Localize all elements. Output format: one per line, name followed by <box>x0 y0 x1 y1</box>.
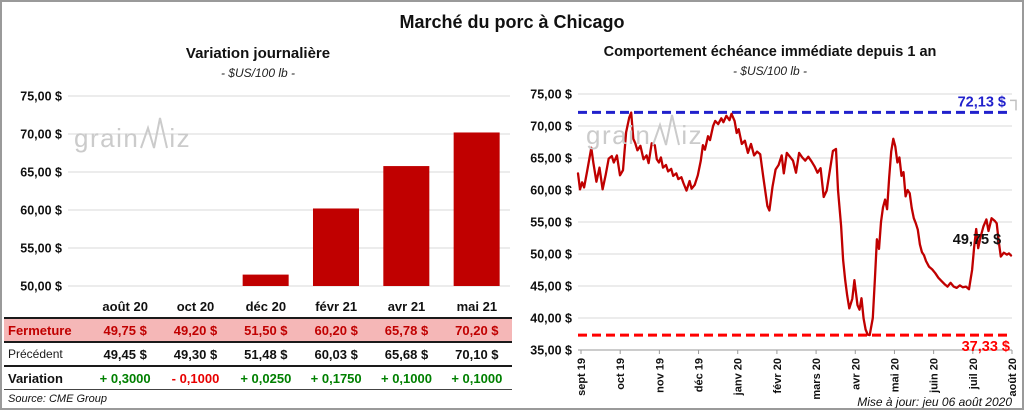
y-axis-tick-label: 60,00 $ <box>20 204 62 218</box>
table-cell: 70,20 $ <box>455 322 499 338</box>
table-header-row: août 20 oct 20 déc 20 févr 21 avr 21 mai 21 <box>4 296 512 319</box>
line-chart-title: Comportement échéance immédiate depuis 1… <box>603 44 937 60</box>
row-label-precedent: Précédent <box>8 347 63 361</box>
y-axis-tick-label: 70,00 $ <box>20 128 62 142</box>
y-axis-tick-label: 50,00 $ <box>530 248 572 262</box>
x-axis-month-label: déc 19 <box>694 358 706 392</box>
table-cell: 65,68 $ <box>384 346 429 362</box>
y-axis-tick-label: 70,00 $ <box>530 120 572 134</box>
table-cell: + 0,0250 <box>240 370 292 386</box>
line-chart-subtitle: - $US/100 lb - <box>732 64 808 78</box>
y-axis-tick-label: 40,00 $ <box>530 312 572 326</box>
table-row-precedent: Précédent 49,45 $ 49,30 $ 51,48 $ 60,03 $ 65,… <box>4 343 512 367</box>
watermark-text: grain <box>74 123 140 153</box>
last-price-label: 49,75 $ <box>953 232 1001 248</box>
table-cell: 49,30 $ <box>173 346 218 362</box>
bar-mai-21 <box>453 132 500 286</box>
x-axis-month-label: janv 20 <box>733 358 745 396</box>
daily-variation-bar-chart: 75,00 $ 70,00 $ 65,00 $ 60,00 $ 55,00 $ 50,00… <box>20 90 510 294</box>
table-col-header: déc 20 <box>245 299 287 314</box>
watermark-w-icon <box>652 114 681 146</box>
table-cell: + 0,1750 <box>310 370 362 386</box>
table-cell: + 0,3000 <box>99 370 151 386</box>
y-axis-tick-label: 60,00 $ <box>530 184 572 198</box>
bar-déc-20 <box>242 274 289 286</box>
y-axis-tick-label: 55,00 $ <box>530 216 572 230</box>
table-cell: 51,50 $ <box>244 322 288 338</box>
x-axis-month-label: août 20 <box>1007 358 1019 397</box>
table-cell: 60,20 $ <box>314 322 358 338</box>
x-axis-month-label: juin 20 <box>929 358 941 394</box>
source-note: Source: CME Group <box>8 393 108 405</box>
table-cell: 49,75 $ <box>103 322 147 338</box>
bar-chart-title: Variation journalière <box>185 45 331 62</box>
x-axis-month-label: mars 20 <box>811 358 823 400</box>
table-row-variation: Variation + 0,3000 - 0,1000 + 0,0250 + 0,175… <box>4 367 512 390</box>
52w-high-label: 72,13 $ <box>958 94 1006 110</box>
table-row-fermeture: Fermeture 49,75 $ 49,20 $ 51,50 $ 60,20 $ 65,… <box>4 319 512 343</box>
prices-table: août 20 oct 20 déc 20 févr 21 avr 21 mai 21 Fe… <box>4 296 512 390</box>
table-col-header: févr 21 <box>315 299 358 314</box>
y-axis-tick-label: 75,00 $ <box>530 88 572 102</box>
x-axis-month-label: juil 20 <box>968 358 980 390</box>
table-cell: 70,10 $ <box>455 346 499 362</box>
y-axis-tick-label: 65,00 $ <box>530 152 572 166</box>
y-axis-tick-label: 35,00 $ <box>530 344 572 358</box>
y-axis-tick-label: 55,00 $ <box>20 242 62 256</box>
watermark-text: iz <box>681 120 704 150</box>
row-label-fermeture: Fermeture <box>8 322 72 338</box>
y-axis-tick-label: 50,00 $ <box>20 280 62 294</box>
front-month-line-chart: 75,00 $ 70,00 $ 65,00 $ 60,00 $ 55,00 $ 50,00… <box>530 88 1019 400</box>
x-axis-month-label: sept 19 <box>576 358 588 396</box>
row-label-variation: Variation <box>8 370 63 386</box>
page-title: Marché du porc à Chicago <box>399 12 625 32</box>
table-col-header: avr 21 <box>387 299 426 314</box>
table-cell: 49,20 $ <box>173 322 218 338</box>
table-cell: 51,48 $ <box>244 346 288 362</box>
table-cell: + 0,1000 <box>451 370 503 386</box>
table-cell: 60,03 $ <box>314 346 358 362</box>
table-cell: 49,45 $ <box>103 346 147 362</box>
x-axis-month-label: févr 20 <box>772 358 784 393</box>
y-axis-tick-label: 45,00 $ <box>530 280 572 294</box>
x-axis-month-label: avr 20 <box>850 358 862 390</box>
bar-avr-21 <box>383 166 430 286</box>
table-cell: - 0,1000 <box>171 370 220 386</box>
grainwiz-watermark: grain iz <box>74 115 191 151</box>
table-col-header: août 20 <box>102 299 148 314</box>
update-date: Mise à jour: jeu 06 août 2020 <box>857 395 1012 409</box>
table-col-header: oct 20 <box>176 299 215 314</box>
y-axis-tick-label: 75,00 $ <box>20 90 62 104</box>
y-axis-tick-label: 65,00 $ <box>20 166 62 180</box>
x-axis-month-label: oct 19 <box>615 358 627 390</box>
bar-chart-subtitle: - $US/100 lb - <box>220 66 296 80</box>
table-col-header: mai 21 <box>456 299 498 314</box>
table-cell: + 0,1000 <box>381 370 432 386</box>
x-axis-month-label: nov 19 <box>654 358 666 393</box>
watermark-text: iz <box>169 123 192 153</box>
label-hook <box>1010 99 1017 111</box>
52w-low-label: 37,33 $ <box>962 339 1010 355</box>
bar-févr-21 <box>312 208 359 286</box>
x-axis-month-label: mai 20 <box>889 358 901 392</box>
grainwiz-watermark: grain iz <box>586 112 703 148</box>
watermark-w-icon <box>140 117 169 149</box>
watermark-text: grain <box>586 120 652 150</box>
table-cell: 65,78 $ <box>384 322 429 338</box>
